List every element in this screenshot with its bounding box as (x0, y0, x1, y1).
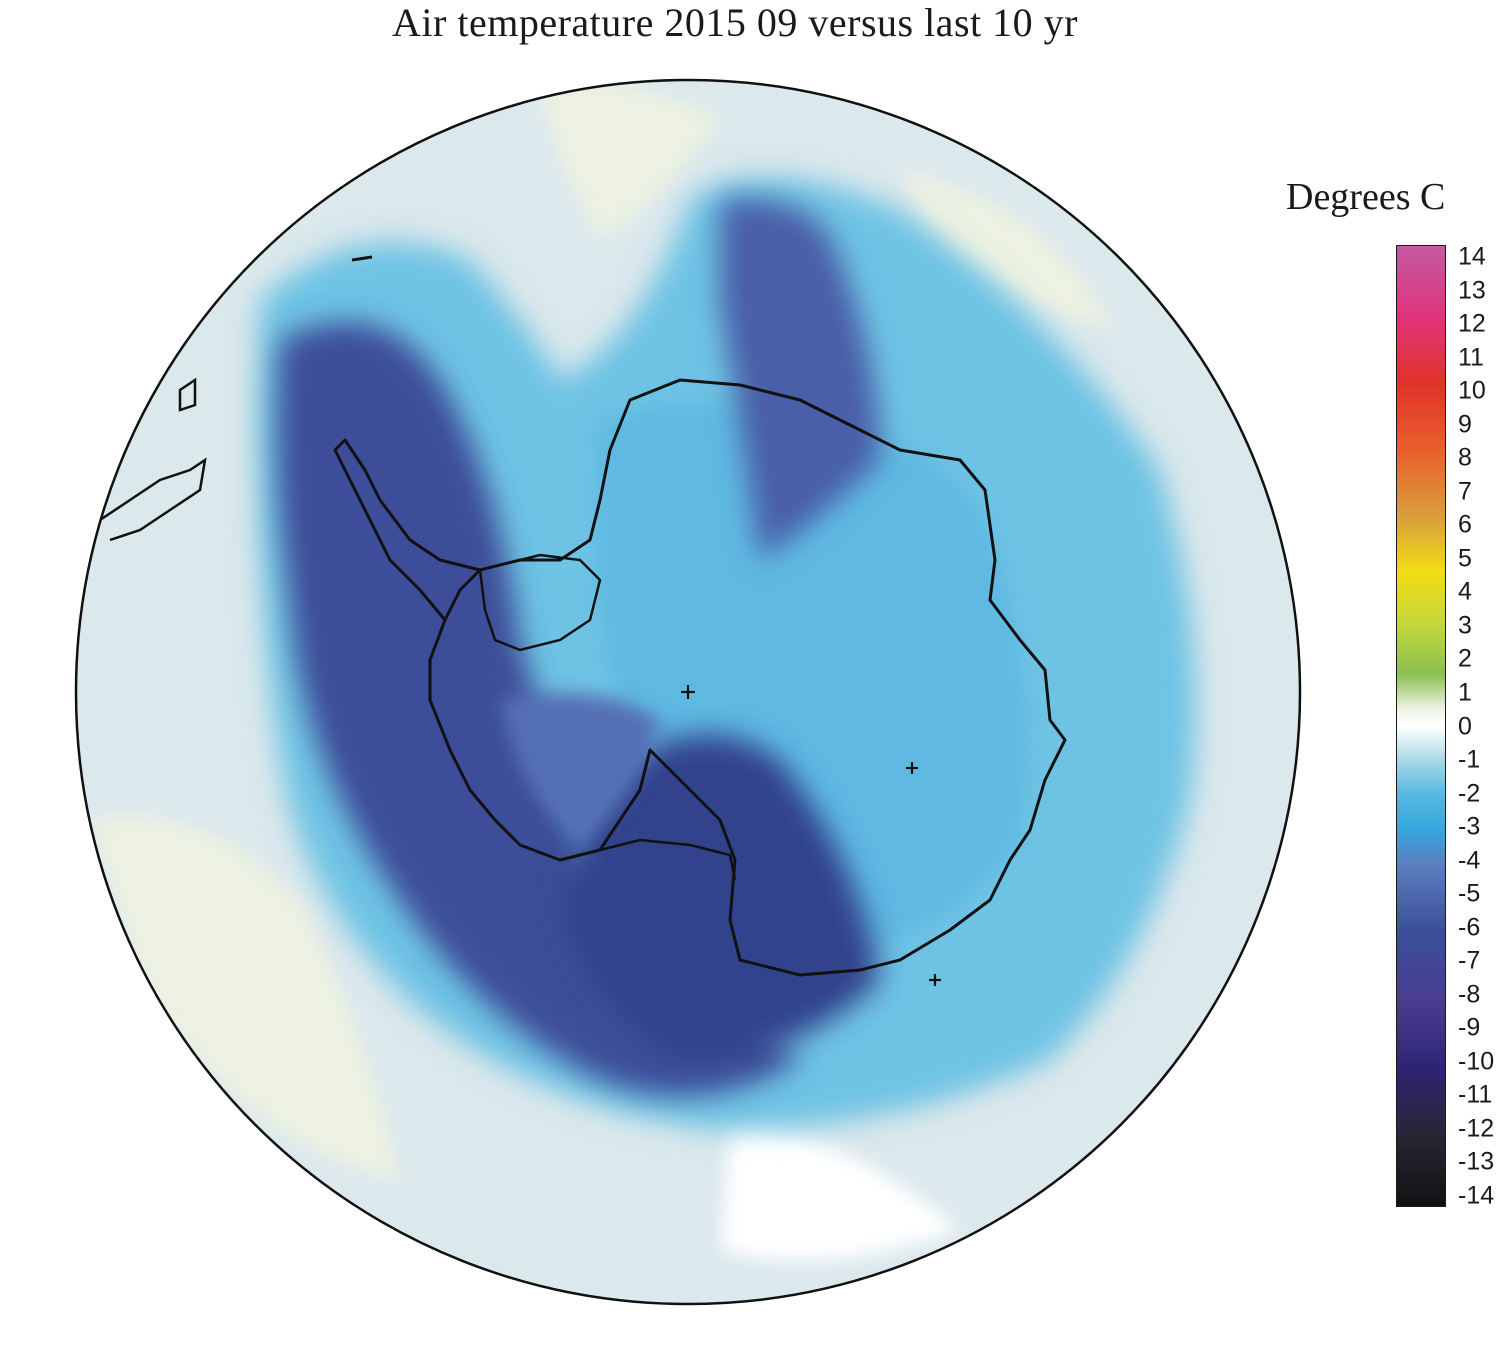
cold-center (500, 693, 660, 840)
colorbar-tick-label: -2 (1458, 779, 1481, 808)
colorbar-tick-label: -9 (1458, 1013, 1481, 1042)
colorbar-tick-label: 4 (1458, 577, 1472, 606)
warm-patch-south (720, 1120, 960, 1262)
colorbar-tick-label: 1 (1458, 678, 1472, 707)
colorbar-tick-label: -5 (1458, 879, 1481, 908)
antarctic-peninsula-coastline (333, 438, 481, 621)
colorbar-tick-label: 9 (1458, 410, 1472, 439)
falkland-islands (178, 377, 197, 412)
colorbar-tick-label: 2 (1458, 644, 1472, 673)
warm-patch-northeast (900, 170, 1110, 330)
colorbar-tick-label: 3 (1458, 611, 1472, 640)
colorbar-tick-label: 14 (1458, 242, 1486, 271)
south-america-tip-coastline (99, 457, 207, 542)
colorbar-tick-label: -3 (1458, 812, 1481, 841)
ross-ice-shelf-outline (559, 838, 737, 881)
colorbar-tick-label: 11 (1458, 343, 1484, 372)
south-georgia-island (351, 255, 373, 262)
strong-cold-north (720, 198, 880, 560)
colorbar-tick-label: -11 (1458, 1080, 1493, 1109)
south-pole-marker (681, 685, 695, 699)
ronne-ice-shelf-outline (478, 553, 602, 652)
colorbar-tick-label: 5 (1458, 544, 1472, 573)
colorbar-tick-label: 10 (1458, 376, 1486, 405)
colorbar-tick-label: -4 (1458, 846, 1481, 875)
colorbar-tick-label: -13 (1458, 1147, 1495, 1176)
colorbar-tick-label: -8 (1458, 980, 1481, 1009)
peak-cold-ross (560, 734, 880, 1060)
map-title: Air temperature 2015 09 versus last 10 y… (392, 0, 1078, 45)
station-marker-coast (929, 974, 941, 986)
station-marker-east (906, 762, 918, 774)
colorbar-tick-label: -12 (1458, 1114, 1495, 1143)
colorbar-tick-label: 6 (1458, 510, 1472, 539)
colorbar-tick-label: -14 (1458, 1181, 1495, 1210)
colorbar-title: Degrees C (1286, 176, 1446, 218)
colorbar-tick-label: 0 (1458, 712, 1472, 740)
colorbar-tick-label: -6 (1458, 913, 1481, 942)
colorbar-tick-label: 12 (1458, 309, 1486, 338)
colorbar-tick-label: -1 (1458, 745, 1481, 774)
colorbar-tick-label: 7 (1458, 477, 1472, 506)
colorbar-tick-label: -7 (1458, 946, 1481, 975)
colorbar-tick-label: 8 (1458, 443, 1472, 472)
colorbar-tick-label: -10 (1458, 1047, 1495, 1076)
colorbar (1396, 245, 1446, 1207)
antarctica-coastline (428, 378, 1067, 977)
warm-patch-north (540, 84, 720, 241)
map-boundary-circle (74, 78, 1302, 1306)
colorbar-tick-label: 13 (1458, 276, 1486, 305)
warm-patch-southwest (90, 816, 400, 1180)
